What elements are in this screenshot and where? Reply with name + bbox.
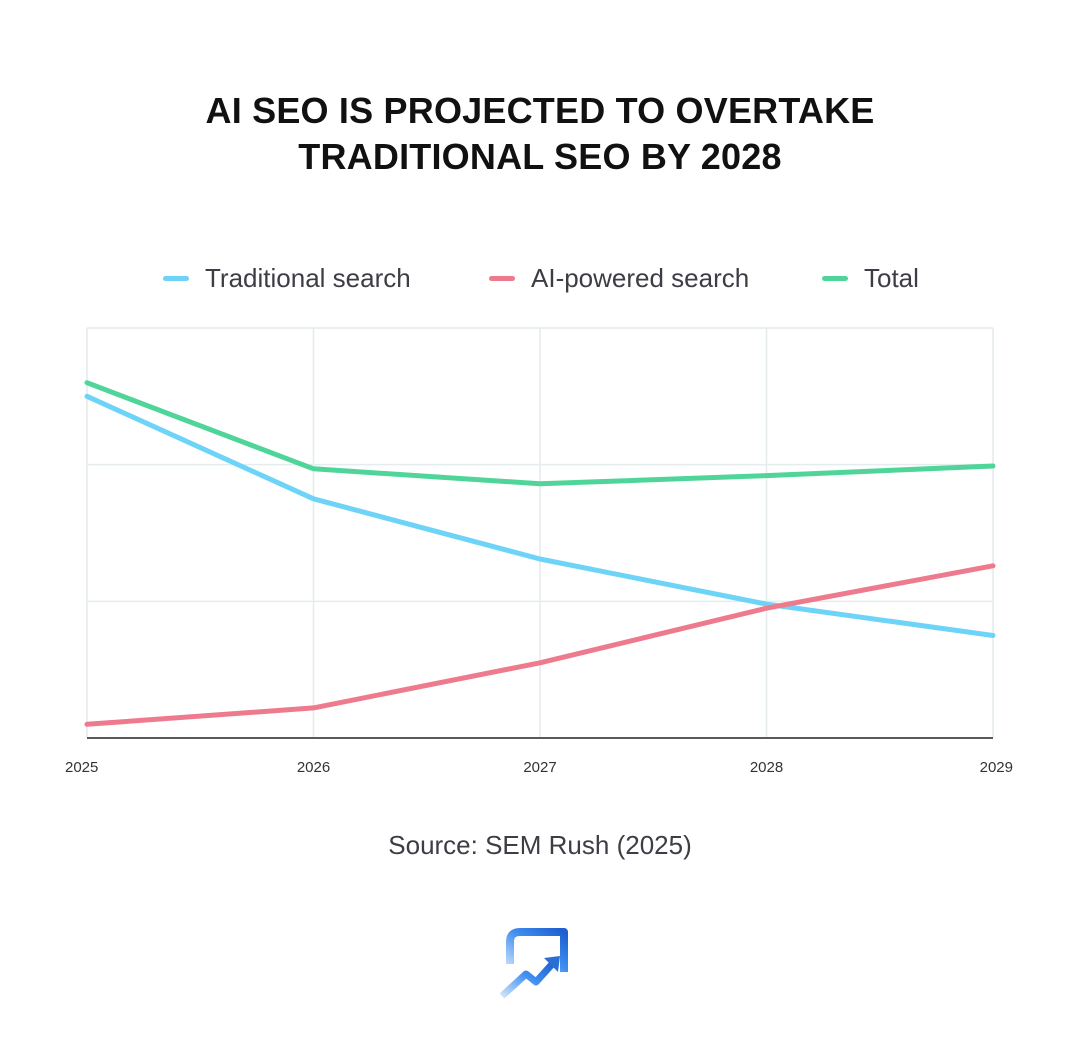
line-chart: 2025 2026 2027 2028 2029 [65,327,1013,776]
legend-item-ai-powered-search: AI-powered search [489,258,749,298]
legend-item-traditional-search: Traditional search [163,258,411,298]
arrow-up-right-logo-icon [499,928,568,999]
chart-title: AI SEO IS PROJECTED TO OVERTAKE TRADITIO… [0,88,1080,180]
source-note: Source: SEM Rush (2025) [388,830,692,860]
legend-swatch-total [822,275,848,281]
x-tick-label-2029: 2029 [980,759,1013,776]
legend-label-total: Total [864,262,919,293]
legend-item-total: Total [822,258,919,298]
x-tick-label-2026: 2026 [297,759,330,776]
grid-layer [87,327,994,738]
chart-title-line-1: AI SEO IS PROJECTED TO OVERTAKE [205,90,875,131]
legend-label-traditional-search: Traditional search [205,262,411,293]
x-tick-label-2028: 2028 [750,759,783,776]
x-tick-label-2027: 2027 [523,759,556,776]
legend-label-ai-powered-search: AI-powered search [531,262,750,293]
tick-layer: 2025 2026 2027 2028 2029 [65,759,1013,776]
chart-legend: Traditional search AI-powered search Tot… [0,258,1080,298]
chart-title-line-2: TRADITIONAL SEO BY 2028 [298,136,782,177]
series-layer [84,380,996,727]
x-tick-label-2025: 2025 [65,759,98,776]
legend-swatch-traditional-search [163,275,189,281]
legend-swatch-ai-powered-search [489,275,515,281]
